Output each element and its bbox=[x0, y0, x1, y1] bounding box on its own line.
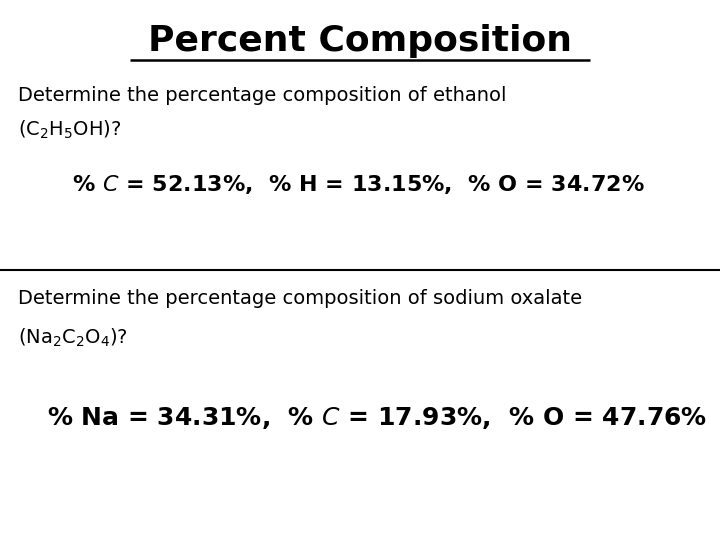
Text: Percent Composition: Percent Composition bbox=[148, 24, 572, 58]
Text: % Na = 34.31%,  % $\it{C}$ = 17.93%,  % O = 47.76%: % Na = 34.31%, % $\it{C}$ = 17.93%, % O … bbox=[47, 405, 707, 431]
Text: (C$_2$H$_5$OH)?: (C$_2$H$_5$OH)? bbox=[18, 119, 122, 141]
Text: % $\it{C}$ = 52.13%,  % H = 13.15%,  % O = 34.72%: % $\it{C}$ = 52.13%, % H = 13.15%, % O =… bbox=[72, 173, 645, 196]
Text: Determine the percentage composition of ethanol: Determine the percentage composition of … bbox=[18, 86, 506, 105]
Text: Determine the percentage composition of sodium oxalate: Determine the percentage composition of … bbox=[18, 289, 582, 308]
Text: (Na$_2$C$_2$O$_4$)?: (Na$_2$C$_2$O$_4$)? bbox=[18, 327, 128, 349]
